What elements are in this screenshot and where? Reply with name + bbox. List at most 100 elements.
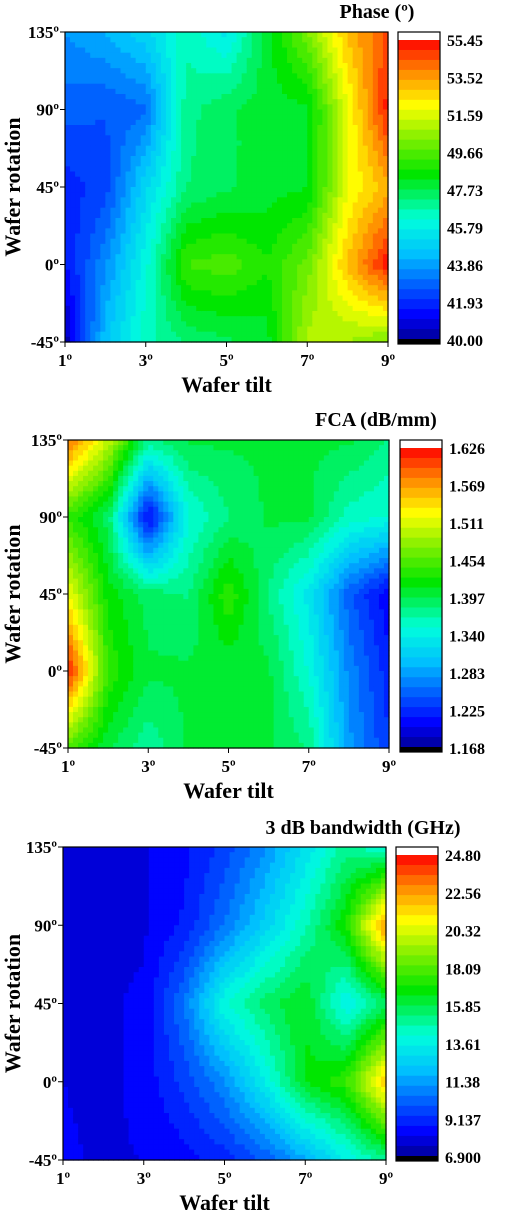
heat-cell <box>93 455 99 462</box>
heat-cell <box>93 552 99 559</box>
heat-cell <box>125 264 132 271</box>
heat-cell <box>377 212 384 219</box>
heat-cell <box>113 640 119 646</box>
heat-cell <box>276 57 283 64</box>
heat-cell <box>148 501 154 508</box>
heat-cell <box>226 156 233 162</box>
heat-cell <box>140 280 147 286</box>
heat-cell <box>342 57 349 64</box>
heat-cell <box>176 171 182 178</box>
heat-cell <box>108 671 114 677</box>
heat-cell <box>236 181 243 188</box>
heat-cell <box>83 701 89 708</box>
heat-cell <box>287 52 293 59</box>
heat-cell <box>73 475 79 482</box>
heat-cell <box>98 440 104 446</box>
heat-cell <box>261 114 268 121</box>
heat-cell <box>261 254 268 260</box>
colorbar-band <box>398 219 440 230</box>
heat-cell <box>90 274 96 281</box>
heat-cell <box>181 228 187 235</box>
heat-cell <box>80 274 86 281</box>
heat-cell <box>150 197 157 204</box>
heat-cell <box>251 212 258 219</box>
heat-cell <box>226 176 233 183</box>
heat-cell <box>357 83 364 90</box>
heat-cell <box>266 140 273 147</box>
heat-cell <box>347 249 354 255</box>
heat-cell <box>120 269 127 276</box>
heat-cell <box>155 161 162 167</box>
heat-cell <box>100 212 106 219</box>
heat-cell <box>148 522 154 528</box>
heat-cell <box>231 99 238 105</box>
heat-cell <box>276 119 283 126</box>
heat-cell <box>176 285 182 291</box>
heat-cell <box>138 522 144 528</box>
heat-cell <box>211 37 218 43</box>
heat-cell <box>135 228 142 235</box>
heat-cell <box>307 181 313 188</box>
heat-cell <box>226 94 233 100</box>
heat-cell <box>312 259 318 266</box>
heat-cell <box>357 197 364 204</box>
heat-cell <box>103 573 109 580</box>
heat-cell <box>226 37 233 43</box>
heat-cell <box>85 285 91 291</box>
heat-cell <box>118 604 124 610</box>
heat-cell <box>83 665 89 672</box>
heat-cell <box>266 311 273 317</box>
heat-cell <box>362 78 369 85</box>
heat-cell <box>357 145 364 152</box>
heat-cell <box>153 558 159 564</box>
heat-cell <box>148 696 154 703</box>
heat-cell <box>287 109 293 116</box>
heat-cell <box>100 280 106 286</box>
heat-cell <box>236 238 243 245</box>
heat-cell <box>98 712 104 718</box>
heat-cell <box>155 176 162 183</box>
heat-cell <box>307 99 313 105</box>
heat-cell <box>307 336 313 343</box>
heat-cell <box>155 218 162 224</box>
heat-cell <box>85 254 91 260</box>
heat-cell <box>251 109 258 116</box>
heat-cell <box>372 300 379 307</box>
heat-cell <box>206 305 212 312</box>
heat-cell <box>196 73 202 80</box>
heat-cell <box>115 125 122 131</box>
heat-cell <box>302 233 308 240</box>
heat-cell <box>170 290 177 297</box>
heat-cell <box>231 114 238 121</box>
heat-cell <box>145 311 152 317</box>
heat-cell <box>196 130 202 136</box>
heat-cell <box>352 243 359 250</box>
heat-cell <box>123 465 129 472</box>
heat-cell <box>372 37 379 43</box>
heat-cell <box>133 619 139 626</box>
heat-cell <box>78 445 84 451</box>
heat-cell <box>312 269 318 276</box>
heat-cell <box>236 192 243 198</box>
heat-cell <box>130 47 137 54</box>
heat-cell <box>307 212 313 219</box>
heat-cell <box>261 295 268 302</box>
heatmap-cells <box>65 32 389 343</box>
heat-cell <box>201 83 207 90</box>
heat-cell <box>196 32 202 38</box>
heat-cell <box>367 223 374 229</box>
heat-cell <box>100 238 106 245</box>
heat-cell <box>103 665 109 672</box>
heat-cell <box>307 52 313 59</box>
heat-cell <box>143 671 149 677</box>
heat-cell <box>292 212 298 219</box>
heat-cell <box>256 47 263 54</box>
heat-cell <box>382 223 389 229</box>
heat-cell <box>143 542 149 549</box>
heat-cell <box>231 94 238 100</box>
heat-cell <box>135 233 142 240</box>
heat-cell <box>140 243 147 250</box>
heat-cell <box>128 501 134 508</box>
heat-cell <box>196 171 202 178</box>
heat-cell <box>256 254 263 260</box>
